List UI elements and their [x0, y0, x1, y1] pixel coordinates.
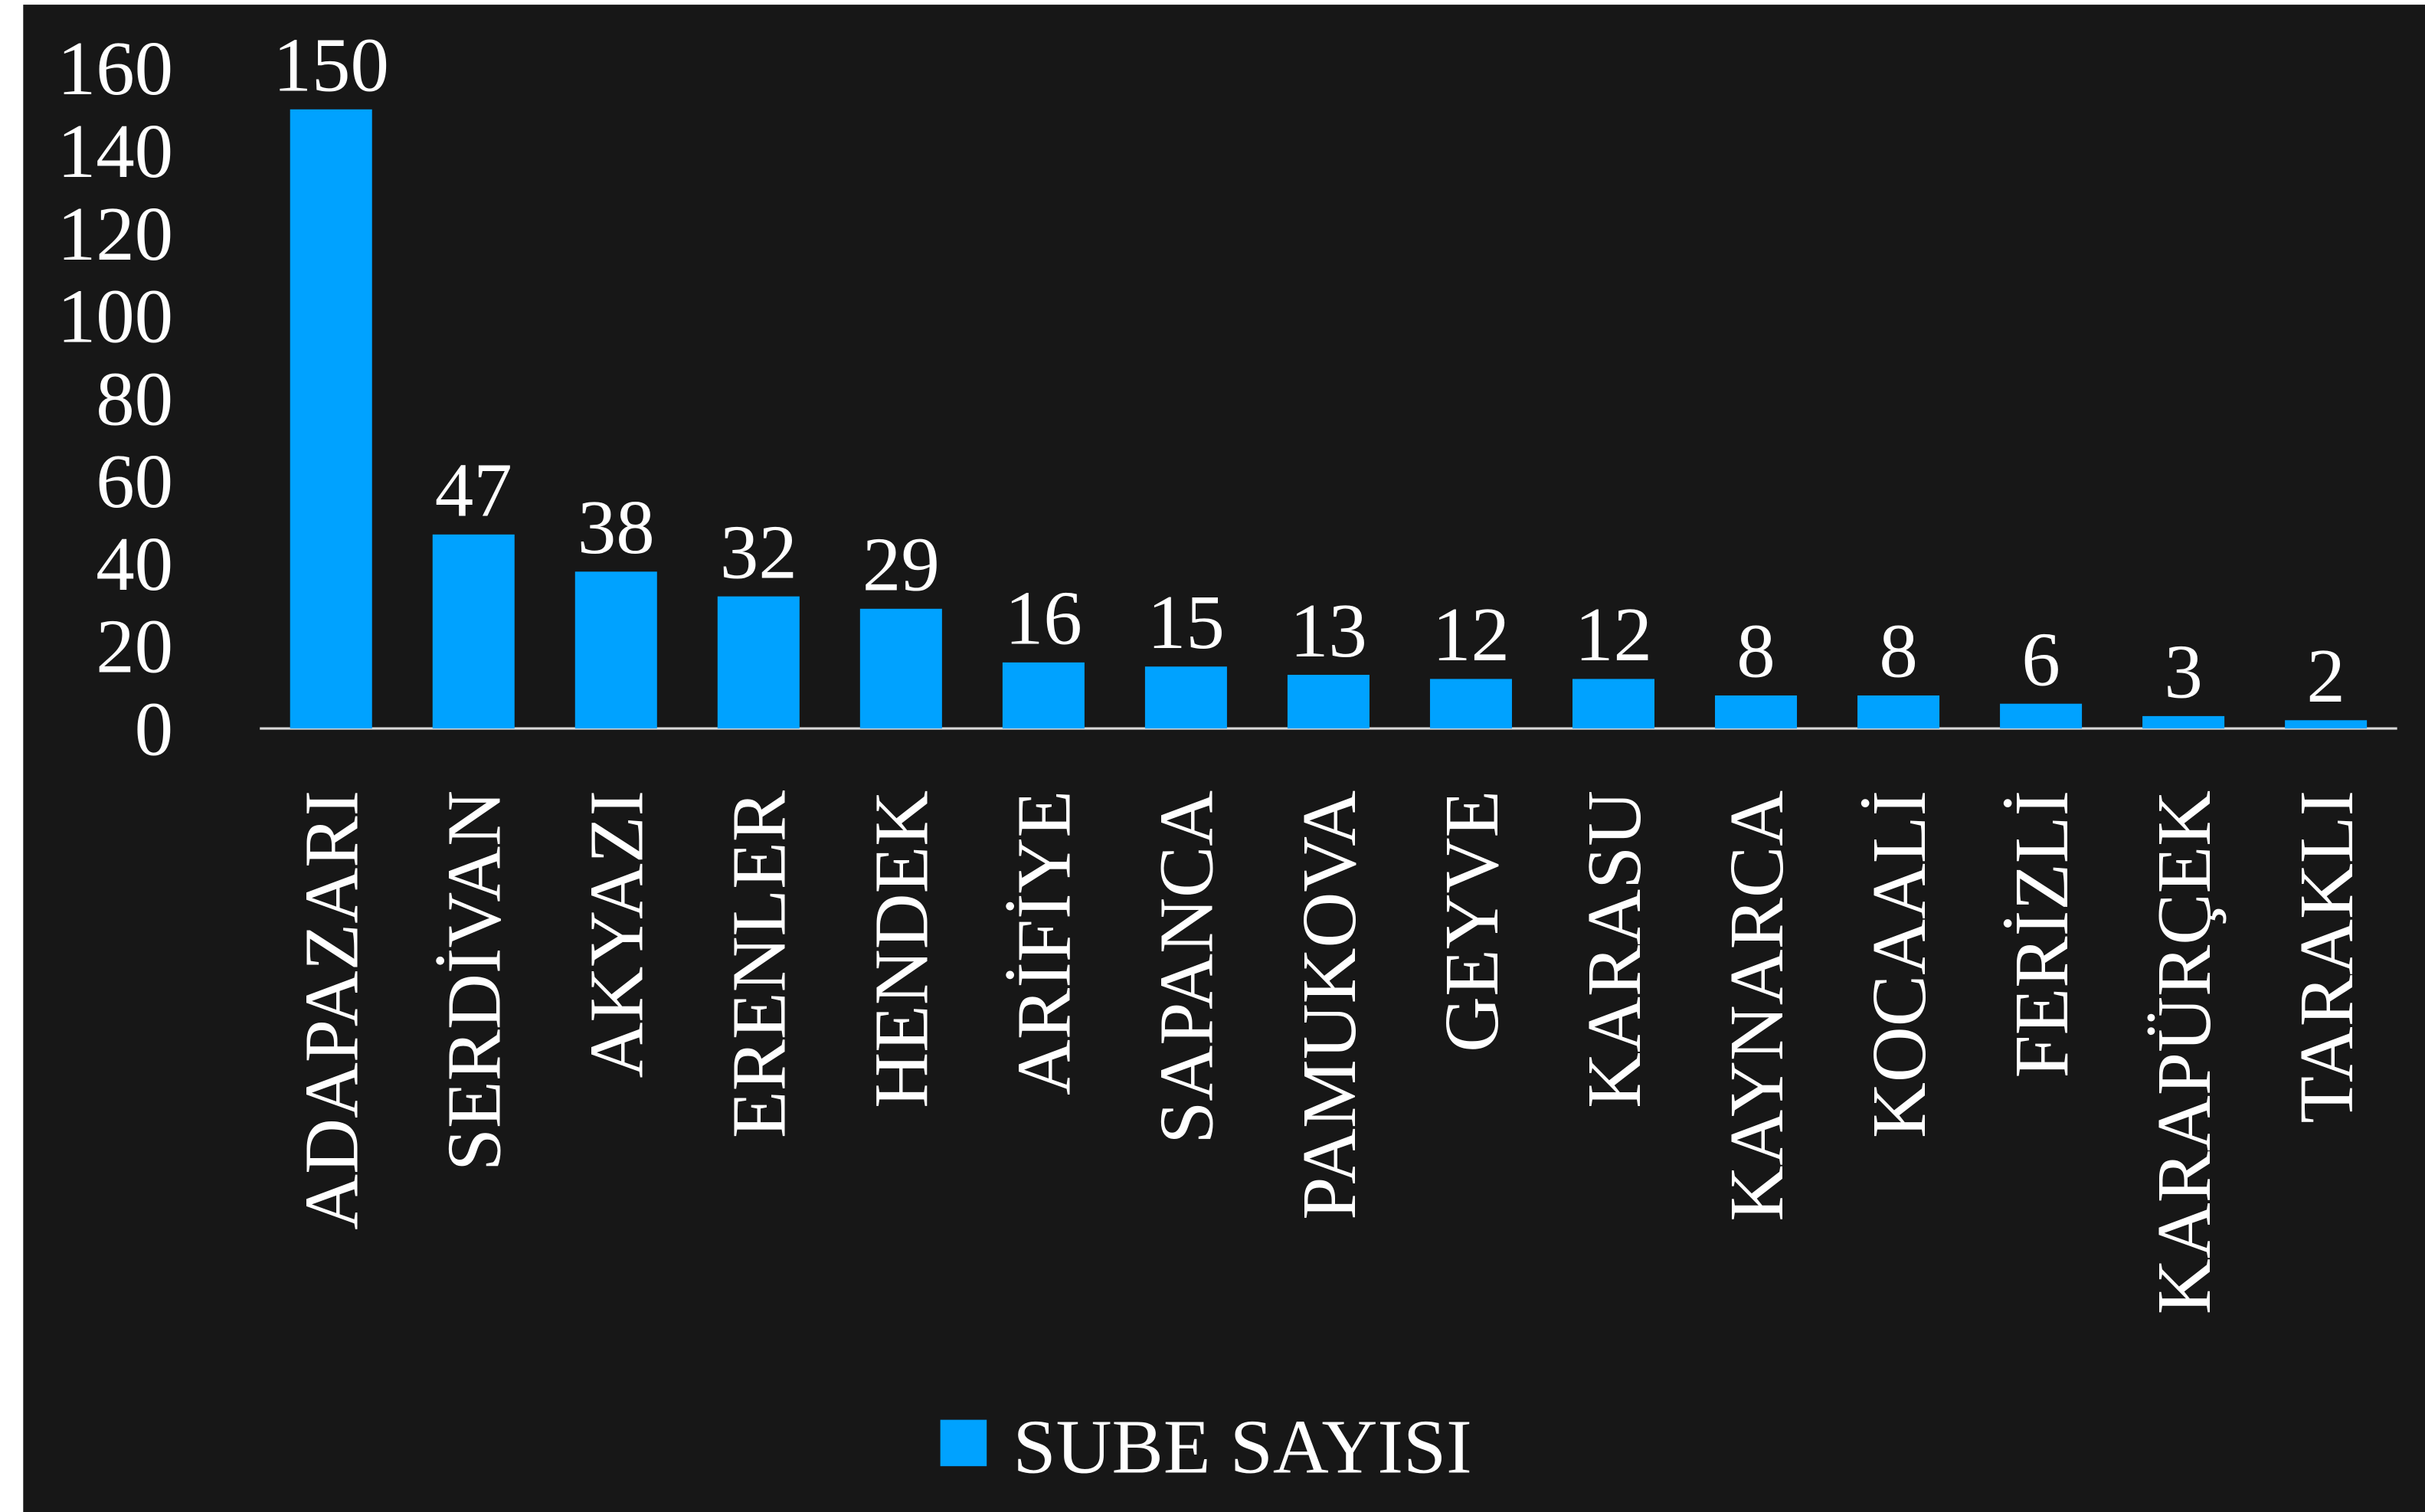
y-tick-label: 40 [96, 521, 173, 607]
bar [574, 571, 657, 729]
value-label: 15 [1147, 579, 1225, 665]
y-tick-label: 60 [96, 438, 173, 524]
x-tick-label: ADAPAZARI [289, 790, 375, 1230]
value-label: 8 [1736, 608, 1775, 694]
x-tick-label: ARİFİYE [1001, 790, 1087, 1095]
chart-background [23, 5, 2425, 1512]
legend-swatch [940, 1419, 987, 1467]
value-label: 29 [862, 522, 940, 607]
bar [2000, 703, 2083, 729]
bar [1002, 662, 1085, 729]
bar [2285, 720, 2368, 729]
value-label: 12 [1575, 591, 1652, 677]
bar [1287, 675, 1370, 729]
legend-label: SUBE SAYISI [1013, 1403, 1472, 1489]
x-tick-label: SAPANCA [1144, 790, 1229, 1144]
y-tick-label: 160 [57, 25, 173, 111]
y-tick-label: 100 [57, 273, 173, 359]
bar [1572, 679, 1655, 729]
x-tick-label: AKYAZI [574, 790, 659, 1078]
value-label: 150 [273, 22, 389, 108]
bar [2142, 715, 2225, 729]
value-label: 38 [578, 484, 655, 570]
x-tick-label: SERDİVAN [431, 790, 517, 1171]
value-label: 8 [1879, 608, 1917, 694]
value-label: 13 [1290, 587, 1367, 673]
value-label: 16 [1005, 575, 1082, 661]
x-tick-label: GEYVE [1428, 790, 1514, 1052]
bar [290, 109, 372, 729]
value-label: 2 [2306, 633, 2345, 718]
y-tick-label: 140 [57, 108, 173, 194]
value-label: 47 [435, 447, 512, 533]
x-tick-label: KARASU [1571, 790, 1657, 1108]
value-label: 3 [2164, 629, 2202, 715]
bar [432, 534, 515, 729]
bar [1715, 695, 1798, 729]
x-tick-label: HENDEK [859, 790, 944, 1108]
y-tick-label: 80 [96, 355, 173, 441]
bar [859, 608, 942, 729]
x-tick-label: KAYNARCA [1713, 790, 1799, 1222]
x-tick-label: FERİZLİ [1998, 790, 2084, 1078]
x-tick-label: KARAPÜRÇEK [2141, 790, 2227, 1314]
bar [1429, 679, 1512, 729]
y-tick-label: 20 [96, 604, 173, 689]
bar [1144, 666, 1227, 729]
x-tick-label: TARAKLI [2283, 790, 2369, 1124]
value-label: 32 [720, 509, 797, 594]
bar [1857, 695, 1940, 729]
x-tick-label: ERENLER [716, 790, 802, 1138]
x-tick-label: PAMUKOVA [1286, 790, 1372, 1220]
bar [717, 596, 800, 729]
y-tick-label: 0 [135, 686, 173, 771]
y-tick-label: 120 [57, 191, 173, 277]
value-label: 12 [1432, 591, 1510, 677]
value-label: 6 [2021, 616, 2060, 702]
x-tick-label: KOCAALİ [1856, 790, 1942, 1138]
